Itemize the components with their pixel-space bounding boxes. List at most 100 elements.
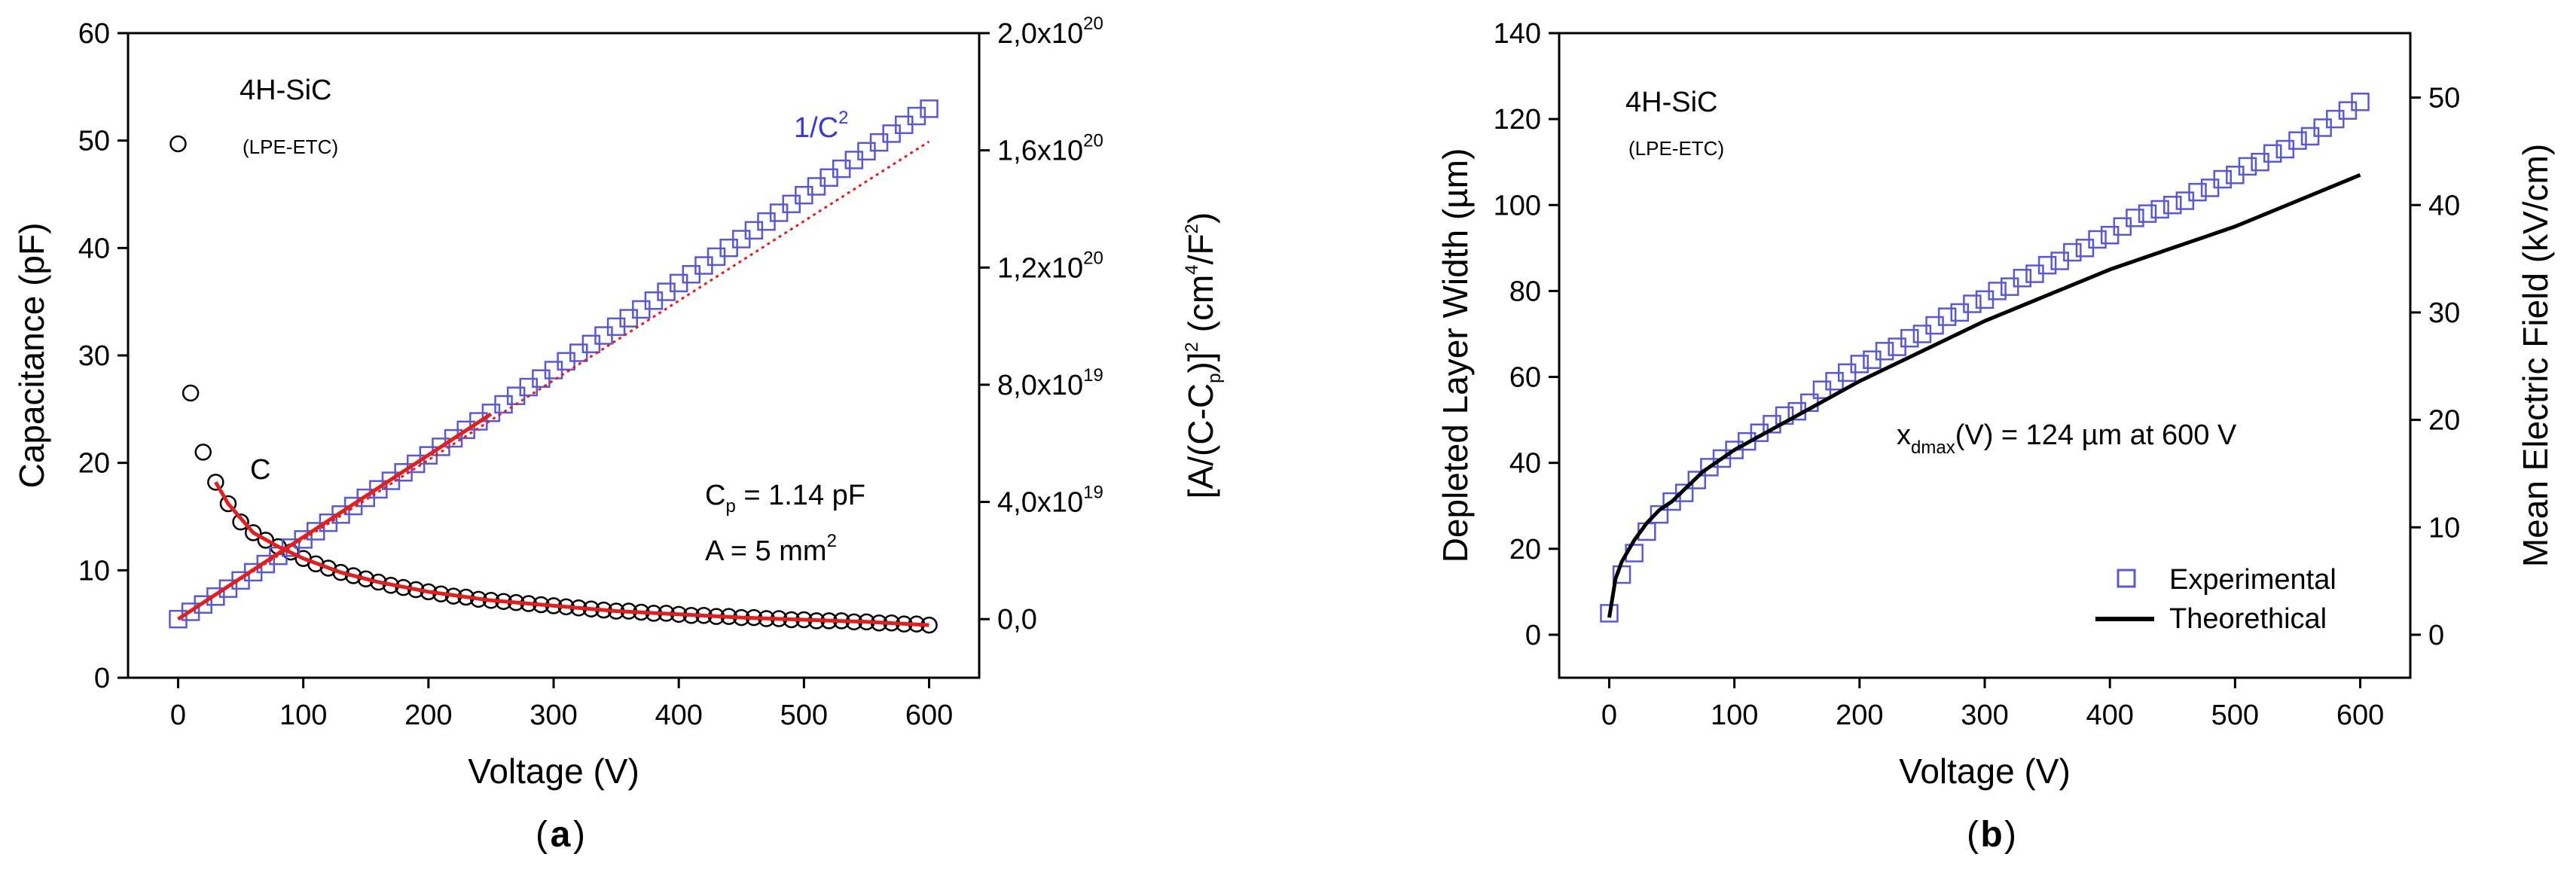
panel-a-area-value: A = 5 mm [705, 535, 827, 567]
panel-b-experimental-point [1650, 505, 1669, 524]
panel-b-experimental-point [1600, 604, 1619, 623]
legend-theoretical-label: Theorethical [2169, 603, 2327, 635]
panel-a-capacitance-point [194, 444, 212, 461]
panel-b-experimental-point [2288, 131, 2307, 150]
panel-a-chart: 0 100 200 300 400 500 600 0 10 20 30 40 50 60 0,0 4,0x1… [12, 14, 1225, 855]
panel-a-1-c-2-fit-line [177, 140, 930, 620]
panel-b-right-y-tick-label: 20 [2428, 405, 2460, 437]
panel-b-x-tick-label: 500 [2211, 700, 2259, 731]
panel-a-label: ( [536, 815, 548, 855]
panel-a-cp-value: = 1.14 pF [736, 480, 865, 511]
panel-a-right-y-tick-label: 4,0x1019 [997, 483, 1103, 519]
panel-b-label-close: ) [2004, 815, 2016, 855]
panel-b-xd-subscript: dmax [1911, 438, 1955, 458]
panel-b-x-tick-label: 300 [1961, 700, 2008, 731]
panel-b-left-y-axis-title: Depleted Layer Width (µm) [1436, 148, 1475, 563]
panel-a-right-y-tick-label: 2,0x1020 [997, 14, 1103, 50]
panel-b-left-y-tick-label: 80 [1509, 276, 1541, 307]
panel-b-left-y-tick-label: 40 [1509, 448, 1541, 480]
panel-a-right-y-tick-label: 0,0 [997, 604, 1037, 636]
panel-a-label-letter: a [551, 815, 571, 855]
panel-a-label-close: ) [573, 815, 585, 855]
panel-b-experimental-point [2126, 209, 2144, 227]
panel-a-x-tick-label: 400 [655, 700, 702, 731]
panel-a-x-tick-label: 100 [279, 700, 327, 731]
panel-b-experimental-point [2088, 230, 2107, 249]
panel-b-right-y-tick-label: 40 [2428, 190, 2460, 221]
panel-a-capacitance-point [207, 474, 224, 491]
panel-b-material-label: 4H-SiC [1625, 87, 1717, 118]
panel-a-right-y-tick-label: 1,2x1020 [997, 248, 1103, 284]
panel-a-capacitance-point [219, 495, 237, 513]
panel-b-left-y-tick-label: 120 [1494, 104, 1541, 136]
panel-b-left-y-tick-label: 100 [1494, 190, 1541, 221]
panel-b-chart: 0 100 200 300 400 500 600 0 20 40 60 80 100 120 140 0 10… [1436, 18, 2555, 855]
legend-experimental-marker [2117, 569, 2136, 588]
panel-b-experimental-point [2263, 144, 2282, 163]
panel-b-x-tick-label: 0 [1601, 700, 1617, 731]
panel-a-left-y-tick-label: 0 [94, 663, 110, 694]
panel-a-left-y-tick-label: 30 [78, 340, 110, 372]
panel-a-left-y-tick-label: 50 [78, 126, 110, 157]
panel-b-experimental-point [2163, 196, 2182, 215]
panel-b-experimental-point [2150, 200, 2169, 219]
panel-b-x-tick-label: 100 [1711, 700, 1758, 731]
panel-b-right-y-tick-label: 0 [2428, 620, 2444, 651]
panel-a-left-y-tick-label: 60 [78, 18, 110, 50]
panel-b-x-tick-label: 200 [1836, 700, 1883, 731]
panel-a-inverse-square-point [181, 602, 200, 621]
panel-b-experimental-point [1900, 328, 1919, 348]
panel-b-left-y-tick-label: 140 [1494, 18, 1541, 50]
panel-b-legend: Experimental Theorethical [2095, 564, 2336, 635]
panel-a-capacitance-point [307, 555, 325, 573]
panel-b-experimental-point [2013, 269, 2032, 288]
panel-a-x-axis-title: Voltage (V) [468, 752, 639, 791]
panel-a-area-note: A = 5 mm2 [705, 531, 837, 567]
panel-a-x-tick-label: 500 [780, 700, 828, 731]
panel-a-inverse-square-curve-label: 1/C2 [794, 108, 849, 144]
panel-a-ticks: 0 100 200 300 400 500 600 0 10 20 30 40 50 60 0,0 4,0x1… [78, 14, 1103, 731]
panel-b-right-y-tick-label: 50 [2428, 83, 2460, 114]
panel-b-left-y-tick-label: 20 [1509, 534, 1541, 566]
panel-a-cp-symbol: C [705, 480, 725, 511]
panel-a-material-label: 4H-SiC [240, 75, 331, 106]
panel-b-experimental-point [2351, 93, 2370, 111]
panel-a-right-y-tick-label: 8,0x1019 [997, 365, 1103, 401]
panel-a-capacitance-point [182, 384, 200, 402]
panel-a-left-y-axis-title: Capacitance (pF) [12, 223, 51, 489]
panel-a-series [169, 99, 939, 634]
panel-b-x-tick-label: 600 [2336, 700, 2384, 731]
panel-b-x-tick-label: 400 [2086, 700, 2133, 731]
panel-a-inverse-square-point [920, 99, 939, 118]
panel-b-experimental-point [1963, 294, 1982, 313]
panel-b-xd-symbol: x [1897, 419, 1911, 451]
panel-b-right-y-tick-label: 30 [2428, 297, 2460, 329]
panel-b-left-y-tick-label: 60 [1509, 362, 1541, 394]
panel-b-label: ( [1967, 815, 1979, 855]
panel-a-method-label: (LPE-ETC) [243, 136, 338, 158]
panel-a-parasitic-capacitance-note: Cp = 1.14 pF [705, 480, 865, 517]
panel-a-cp-subscript: p [725, 496, 735, 517]
panel-a-c-fit-line [214, 481, 929, 627]
panel-b-experimental-point [1674, 483, 1694, 502]
panel-a-capacitance-point [244, 524, 262, 541]
panel-b-label-letter: b [1980, 815, 2002, 855]
panel-b-experimental-point [1937, 307, 1957, 326]
panel-a-inverse-square-point [907, 106, 926, 126]
panel-b-experimental-point [1850, 355, 1869, 374]
panel-a-1-c-2-fit-solid--line [177, 412, 493, 621]
panel-a-capacitance-point [232, 513, 249, 531]
panel-b-right-y-tick-label: 10 [2428, 512, 2460, 544]
panel-b-max-width-note: xdmax(V) = 124 µm at 600 V [1897, 419, 2237, 458]
panel-b-xd-value: (V) = 124 µm at 600 V [1955, 419, 2237, 451]
panel-b-experimental-point [2037, 255, 2057, 275]
panel-b-experimental-point [2238, 157, 2257, 176]
panel-b-method-label: (LPE-ETC) [1628, 137, 1724, 160]
panel-b-experimental-point [1875, 342, 1894, 361]
panel-a-left-y-tick-label: 40 [78, 233, 110, 264]
panel-b-experimental-point [2138, 204, 2157, 223]
panel-b-theorethical-line [1607, 172, 2361, 618]
panel-a-right-y-tick-label: 1,6x1020 [997, 131, 1103, 167]
panel-a-x-tick-label: 200 [404, 700, 452, 731]
